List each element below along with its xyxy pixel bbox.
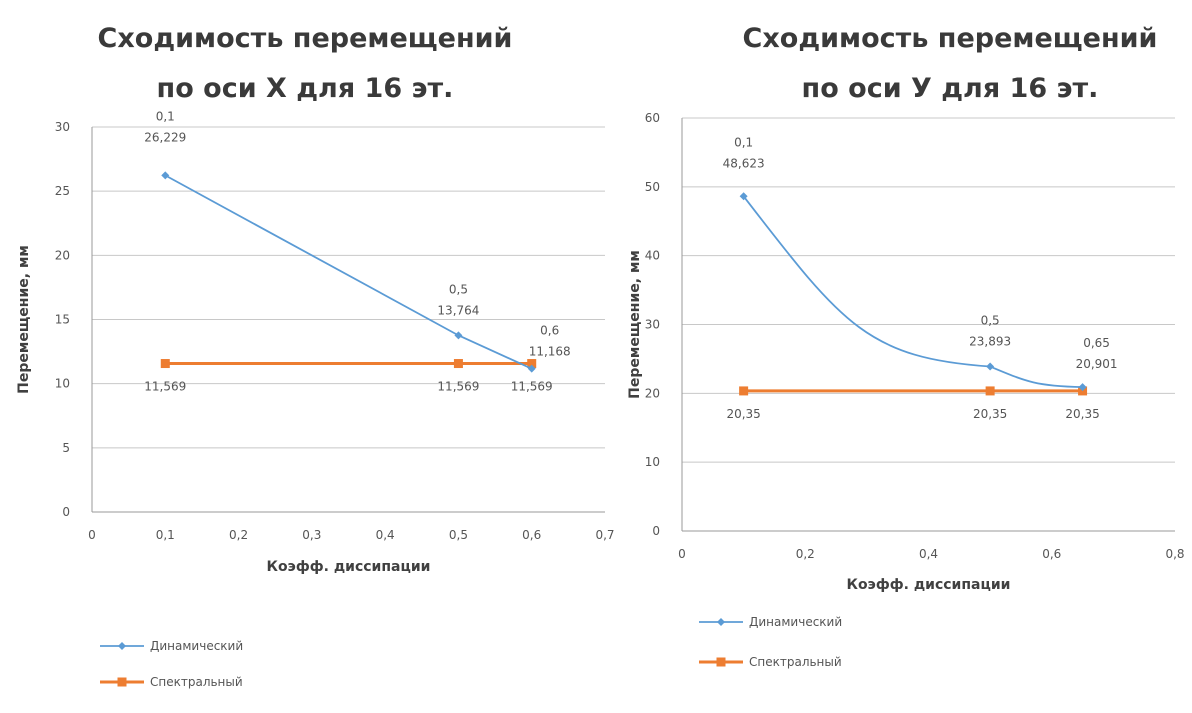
- y-tick-label: 0: [652, 524, 660, 538]
- data-label-value: 48,623: [723, 156, 765, 170]
- data-label-value: 11,569: [144, 380, 186, 394]
- y-tick-label: 0: [62, 505, 70, 519]
- legend-label: Спектральный: [749, 655, 842, 669]
- x-tick-label: 0,4: [376, 528, 395, 542]
- chart-title-line-1: Сходимость перемещений: [97, 23, 513, 54]
- data-label-value: 20,35: [973, 407, 1007, 421]
- data-label-value: 13,764: [437, 303, 479, 317]
- data-label-value: 26,229: [144, 130, 186, 144]
- data-label-x: 0,1: [734, 135, 753, 149]
- chart-title-line-2: по оси У для 16 эт.: [801, 73, 1099, 104]
- y-tick-label: 25: [55, 184, 70, 198]
- x-tick-label: 0,1: [156, 528, 175, 542]
- data-point-spectral: [527, 359, 537, 369]
- x-tick-label: 0,3: [302, 528, 321, 542]
- chart-x-displacement: Сходимость перемещений по оси X для 16 э…: [16, 14, 615, 689]
- legend-label: Динамический: [150, 639, 243, 653]
- data-label-x: 0,5: [981, 314, 1000, 328]
- data-label-x: 0,5: [449, 282, 468, 296]
- data-label-x: 0,65: [1083, 336, 1110, 350]
- data-point-dynamic: [986, 362, 995, 371]
- y-axis-label: Перемещение, мм: [627, 250, 643, 399]
- data-label-value: 20,35: [1065, 407, 1099, 421]
- data-point-spectral: [453, 359, 463, 369]
- x-tick-label: 0,6: [1042, 547, 1061, 561]
- legend-label: Спектральный: [150, 675, 243, 689]
- chart-title-line-2: по оси X для 16 эт.: [156, 73, 454, 104]
- chart-title-line-1: Сходимость перемещений: [742, 23, 1158, 54]
- x-tick-label: 0,4: [919, 547, 938, 561]
- data-label-value: 20,35: [726, 407, 760, 421]
- x-tick-label: 0,2: [796, 547, 815, 561]
- x-tick-label: 0,2: [229, 528, 248, 542]
- data-label-value: 11,168: [529, 345, 571, 359]
- data-point-spectral: [985, 386, 995, 396]
- series-line-dynamic: [164, 174, 533, 370]
- data-label-x: 0,6: [540, 324, 559, 338]
- data-label-value: 23,893: [969, 335, 1011, 349]
- x-tick-label: 0,7: [595, 528, 614, 542]
- x-tick-label: 0,6: [522, 528, 541, 542]
- y-tick-label: 30: [645, 318, 660, 332]
- data-label-value: 20,901: [1076, 357, 1118, 371]
- x-tick-label: 0: [678, 547, 686, 561]
- y-tick-label: 60: [645, 111, 660, 125]
- y-tick-label: 10: [645, 455, 660, 469]
- data-point-dynamic: [161, 171, 170, 180]
- data-point-spectral: [739, 386, 749, 396]
- y-tick-label: 40: [645, 249, 660, 263]
- legend-marker: [717, 618, 725, 626]
- chart-y-displacement: Сходимость перемещений по оси У для 16 э…: [625, 0, 1192, 709]
- data-point-dynamic: [739, 192, 748, 201]
- chart-title: Сходимость перемещений по оси X для 16 э…: [40, 14, 570, 114]
- data-label-value: 11,569: [511, 380, 553, 394]
- x-tick-label: 0,8: [1165, 547, 1184, 561]
- y-axis-label: Перемещение, мм: [16, 245, 32, 394]
- x-tick-label: 0: [88, 528, 96, 542]
- y-tick-label: 20: [55, 248, 70, 262]
- data-label-x: 0,1: [156, 109, 175, 123]
- y-tick-label: 15: [55, 313, 70, 327]
- data-point-dynamic: [1078, 383, 1087, 392]
- legend-marker: [117, 677, 127, 687]
- x-tick-label: 0,5: [449, 528, 468, 542]
- data-point-spectral: [160, 359, 170, 369]
- data-label-value: 11,569: [437, 380, 479, 394]
- y-tick-label: 5: [62, 441, 70, 455]
- legend-marker: [716, 657, 726, 667]
- chart-svg: 0 5 10 15 20 25 30 0 0,1 0,2 0,3 0,4 0,5 0,6 0,7 Коэфф.…: [16, 109, 615, 689]
- y-tick-label: 30: [55, 120, 70, 134]
- x-axis-label: Коэфф. диссипации: [847, 577, 1011, 593]
- x-axis-label: Коэфф. диссипации: [267, 559, 431, 575]
- y-tick-label: 50: [645, 180, 660, 194]
- legend-marker: [118, 642, 126, 650]
- chart-title: Сходимость перемещений по оси У для 16 э…: [715, 14, 1185, 114]
- chart-svg: 0 10 20 30 40 50 60 0 0,2 0,4 0,6 0,8 Коэфф. диссипа…: [627, 111, 1185, 669]
- y-tick-label: 20: [645, 386, 660, 400]
- data-point-dynamic: [527, 364, 536, 373]
- legend-label: Динамический: [749, 615, 842, 629]
- data-point-dynamic: [454, 331, 463, 340]
- series-line-dynamic: [742, 195, 1083, 389]
- y-tick-label: 10: [55, 377, 70, 391]
